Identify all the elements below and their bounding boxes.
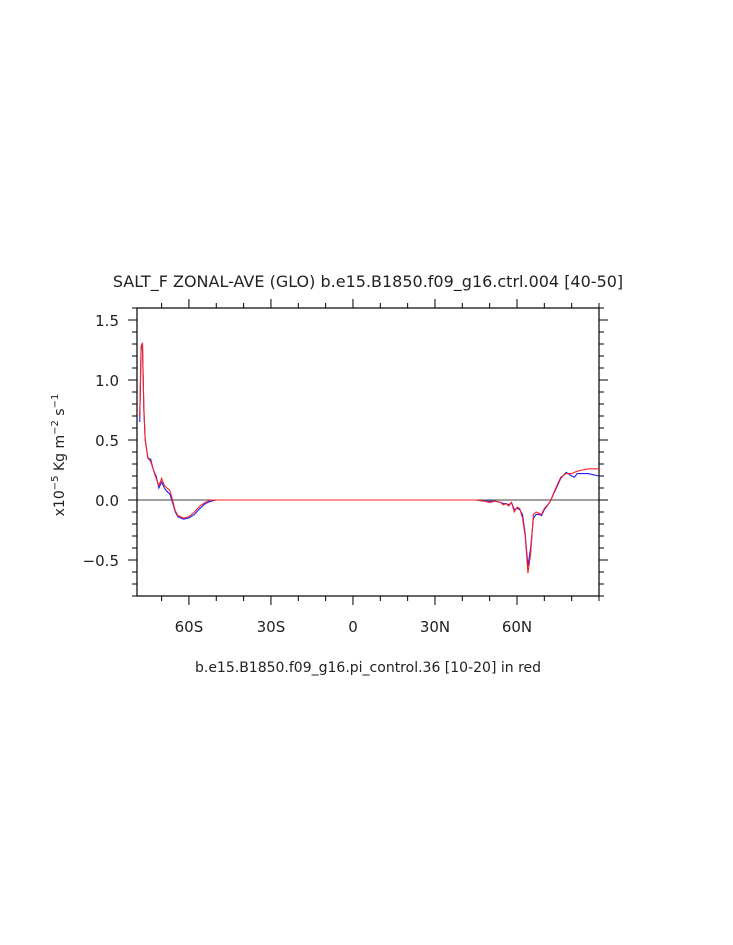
plot-area: −0.5 0.0 0.5 1.0 1.5 60S 30S 0 30N 60N	[83, 299, 608, 636]
y-label-base: x10	[52, 490, 68, 516]
x-tick-labels: 60S 30S 0 30N 60N	[175, 618, 533, 636]
y-tick-label: −0.5	[83, 552, 119, 570]
x-tick-label: 60S	[175, 618, 204, 636]
y-tick-label: 1.0	[95, 372, 119, 390]
axis-ticks	[128, 299, 608, 605]
x-tick-label: 0	[348, 618, 358, 636]
x-tick-label: 30S	[257, 618, 286, 636]
y-tick-labels: −0.5 0.0 0.5 1.0 1.5	[83, 312, 119, 570]
chart-title: SALT_F ZONAL-AVE (GLO) b.e15.B1850.f09_g…	[113, 272, 623, 292]
x-tick-label: 60N	[502, 618, 532, 636]
y-label-exp1: −5	[50, 476, 61, 491]
series-line-red	[139, 342, 599, 574]
x-tick-label: 30N	[420, 618, 450, 636]
y-label-mid: Kg m	[52, 435, 68, 476]
series-line-blue	[139, 343, 600, 567]
y-label-exp2: −2	[50, 420, 61, 435]
data-series	[139, 342, 600, 574]
y-tick-label: 0.5	[95, 432, 119, 450]
y-label-mid2: s	[52, 408, 68, 420]
y-tick-label: 0.0	[95, 492, 119, 510]
y-tick-label: 1.5	[95, 312, 119, 330]
chart-subtitle: b.e15.B1850.f09_g16.pi_control.36 [10-20…	[195, 660, 541, 676]
y-label-exp3: −1	[50, 394, 61, 409]
y-axis-label: x10−5 Kg m−2 s−1	[50, 394, 68, 517]
